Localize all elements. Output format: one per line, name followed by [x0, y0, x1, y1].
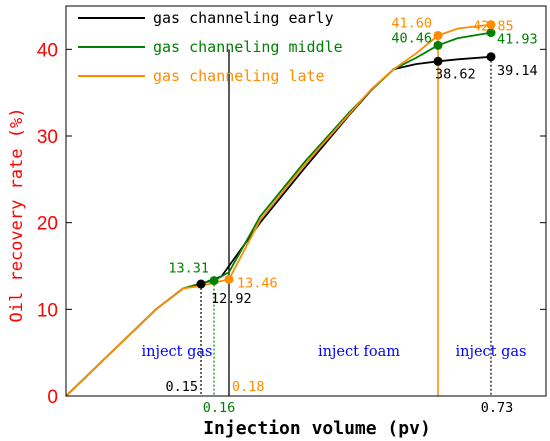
y-tick-label: 40	[37, 40, 58, 61]
x-tick-label: 0.18	[232, 379, 265, 395]
series-middle-line	[65, 31, 492, 397]
point-value-label: 13.46	[237, 275, 278, 291]
point-value-label: 41.93	[497, 32, 538, 48]
series-late-line	[65, 23, 492, 397]
point-value-label: 42.85	[473, 19, 514, 35]
series-early-line	[65, 55, 492, 397]
x-tick-label: 0.15	[165, 379, 198, 395]
data-point	[196, 279, 206, 289]
data-point	[486, 20, 496, 30]
data-point	[224, 274, 234, 284]
point-value-label: 13.31	[168, 261, 209, 277]
y-tick-label: 0	[47, 387, 58, 408]
data-point	[209, 276, 219, 286]
data-point	[433, 56, 443, 66]
data-point	[486, 28, 496, 38]
y-tick-label: 30	[37, 127, 58, 148]
point-value-label: 12.92	[211, 291, 252, 307]
point-value-label: 41.60	[391, 15, 432, 31]
legend-label: gas channeling early	[153, 9, 334, 27]
region-label: inject gas	[456, 344, 527, 360]
plot-frame	[65, 5, 547, 397]
y-tick-label: 10	[37, 300, 58, 321]
region-label: inject foam	[318, 344, 400, 360]
data-point	[486, 52, 496, 62]
legend-label: gas channeling late	[153, 67, 325, 85]
y-axis-title: Oil recovery rate (%)	[7, 108, 27, 323]
point-value-label: 40.46	[391, 30, 432, 46]
point-value-label: 38.62	[435, 66, 476, 82]
x-tick-label: 0.73	[481, 400, 514, 416]
data-point	[433, 40, 443, 50]
data-point	[433, 30, 443, 40]
region-label: inject gas	[142, 344, 213, 360]
legend-label: gas channeling middle	[153, 38, 343, 56]
y-tick-label: 20	[37, 214, 58, 235]
x-axis-title: Injection volume (pv)	[203, 418, 431, 439]
x-tick-label: 0.16	[203, 400, 236, 416]
point-value-label: 39.14	[497, 63, 538, 79]
